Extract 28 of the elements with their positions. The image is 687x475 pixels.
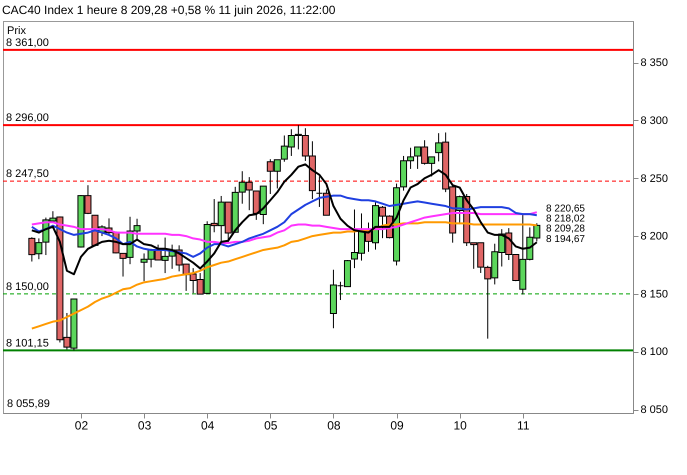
y-tick-label: 8 300 [640, 114, 668, 127]
chart-title: CAC40 Index 1 heure 8 209,28 +0,58 % 11 juin 2026, 11:22:00 [2, 3, 336, 17]
x-tick-label: 09 [390, 418, 404, 432]
x-tick-label: 10 [453, 418, 468, 432]
x-tick-label: 08 [327, 418, 341, 432]
text: Prix [7, 25, 26, 37]
y-tick-label: 8 150 [640, 288, 668, 300]
line-series [30, 211, 538, 244]
data-label: 8 220,65 [546, 204, 586, 215]
ref-line-label: 8 150,00 [6, 280, 49, 293]
ref-line-label: 8 101,15 [6, 337, 49, 350]
x-tick-label: 05 [264, 418, 278, 432]
x-tick-label: 11 [517, 418, 530, 432]
data-label: 8 209,28 [546, 224, 586, 235]
y-tick-label: 8 200 [640, 230, 668, 243]
x-tick-label: 03 [138, 418, 152, 432]
data-label: 8 194,67 [546, 234, 586, 245]
ref-line-label: 8 247,50 [6, 168, 49, 180]
annotation: 8 055,89 [7, 398, 50, 410]
ref-line-label: 8 361,00 [6, 36, 49, 49]
y-tick-label: 8 350 [640, 57, 668, 70]
x-tick-label: 02 [74, 418, 88, 432]
y-tick-label: 8 250 [640, 172, 668, 185]
ref-line-label: 8 296,00 [6, 112, 49, 124]
data-label: 8 218,02 [546, 214, 586, 225]
y-tick-label: 8 100 [640, 346, 668, 358]
x-tick-label: 04 [201, 418, 215, 432]
y-tick-label: 8 050 [640, 404, 668, 416]
